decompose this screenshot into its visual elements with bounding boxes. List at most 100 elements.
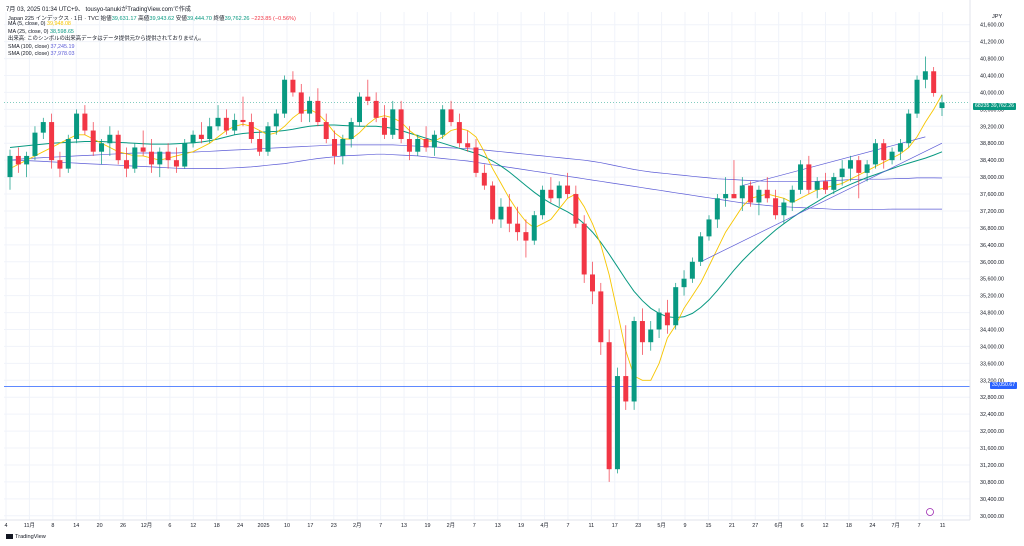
time-tick-label: 7 [918,523,921,529]
price-tick-label: 40,000.00 [980,90,1004,96]
price-tick-label: 40,800.00 [980,57,1004,63]
candle-body [781,202,787,216]
price-tick-label: 34,000.00 [980,344,1004,350]
candle-body [381,117,387,135]
symbol-name[interactable]: Japan 225 インデックス · 1日 · TVC [8,16,99,22]
candle-body [57,160,63,169]
price-tick-label: 32,800.00 [980,395,1004,401]
candle-body [240,119,246,123]
candle-body [265,126,271,152]
time-axis[interactable]: 4 11月 8 14 20 26 12月 6 12 18 24 2025 10 17 23 2月 7 13 19 2月… [0,519,970,529]
legend-row-sma100[interactable]: SMA (100, close) 37,245.19 [8,43,75,50]
legend-row-ma25[interactable]: MA (25, close, 0) 38,598.65 [8,28,74,35]
time-tick-label: 24 [869,523,875,529]
candle-body [872,143,878,165]
price-tick-label: 37,600.00 [980,192,1004,198]
candle-body [673,287,679,326]
indicator-legend: MA (5, close, 0) 39,948.08 MA (25, close… [8,21,205,59]
candle-body [939,102,945,109]
price-tick-label: 38,000.00 [980,175,1004,181]
time-tick-label: 23 [331,523,337,529]
time-tick-label: 19 [424,523,430,529]
legend-row-sma200[interactable]: SMA (200, close) 37,978.03 [8,51,75,58]
time-tick-label: 4 [5,523,8,529]
time-tick-label: 5月 [657,522,665,529]
time-tick-label: 13 [495,523,501,529]
tradingview-logo[interactable]: TradingView [6,534,46,540]
price-tick-label: 37,200.00 [980,209,1004,215]
candle-body [65,139,71,169]
candle-body [415,139,421,152]
open-label: 始値 [100,16,112,22]
legend-row-ma5[interactable]: MA (5, close, 0) 39,948.08 [8,21,71,27]
candle-body [798,164,804,190]
time-tick-label: 19 [518,523,524,529]
price-tick-label: 39,600.00 [980,107,1004,113]
candle-body [390,109,396,135]
time-tick-label: 23 [635,523,641,529]
time-tick-label: 11月 [24,522,35,529]
event-marker-icon [926,508,934,516]
low-label: 安値 [175,16,187,22]
candle-body [223,117,229,131]
candle-body [814,181,820,190]
candle-body [490,185,496,220]
candle-body [881,143,887,161]
price-tick-label: 38,400.00 [980,158,1004,164]
time-tick-label: 26 [120,523,126,529]
candle-body [914,79,920,114]
price-tick-label: 30,800.00 [980,480,1004,486]
candle-body [182,143,188,167]
close-value: 39,762.26 [224,16,250,22]
time-tick-label: 24 [237,523,243,529]
candle-body [648,329,654,343]
price-tick-label: 33,200.00 [980,378,1004,384]
candle-body [290,79,296,93]
time-tick-label: 2月 [447,522,455,529]
candle-body [124,160,129,169]
time-tick-label: 10 [284,523,290,529]
candle-body [839,168,845,178]
price-axis[interactable]: 41,600.00 41,200.00 40,800.00 40,400.00 40,0… [969,0,1004,520]
time-tick-label: 9 [684,523,687,529]
price-tick-label: 32,000.00 [980,429,1004,435]
price-tick-label: 41,200.00 [980,40,1004,46]
candle-body [115,134,121,161]
candle-body [90,130,96,152]
price-tick-label: 39,200.00 [980,124,1004,130]
candle-body [190,134,196,144]
candle-body [756,189,762,203]
candle-body [282,79,288,114]
candle-body [889,151,895,161]
candle-body [74,113,80,139]
candle-body [198,134,204,139]
candle-body [40,122,46,133]
currency-label: JPY [992,14,1003,20]
candle-body [157,151,163,165]
price-tick-label: 34,400.00 [980,328,1004,334]
candle-body [440,109,446,135]
candle-body [307,100,313,114]
candle-body [764,189,770,199]
trendlines[interactable] [700,136,943,263]
candle-body [548,189,554,199]
candle-body [15,155,21,165]
time-tick-label: 21 [729,523,735,529]
candle-body [789,189,795,203]
candle-body [581,223,587,275]
candle-body [248,122,254,139]
candle-body [298,92,304,114]
candle-body [656,312,662,330]
legend-row-volume[interactable]: 出来高: このシンボルの出来高データはデータ提供元から提供されておりません。 [8,36,205,43]
horizontal-line[interactable] [4,102,970,388]
candle-body [423,139,429,148]
candle-body [706,219,712,237]
grid-lines [4,12,970,520]
candle-body [49,122,55,161]
close-label: 終値 [213,16,225,22]
candle-body [398,109,404,139]
candle-body [173,160,179,167]
candle-body [340,139,346,156]
time-tick-label: 11 [940,523,946,529]
